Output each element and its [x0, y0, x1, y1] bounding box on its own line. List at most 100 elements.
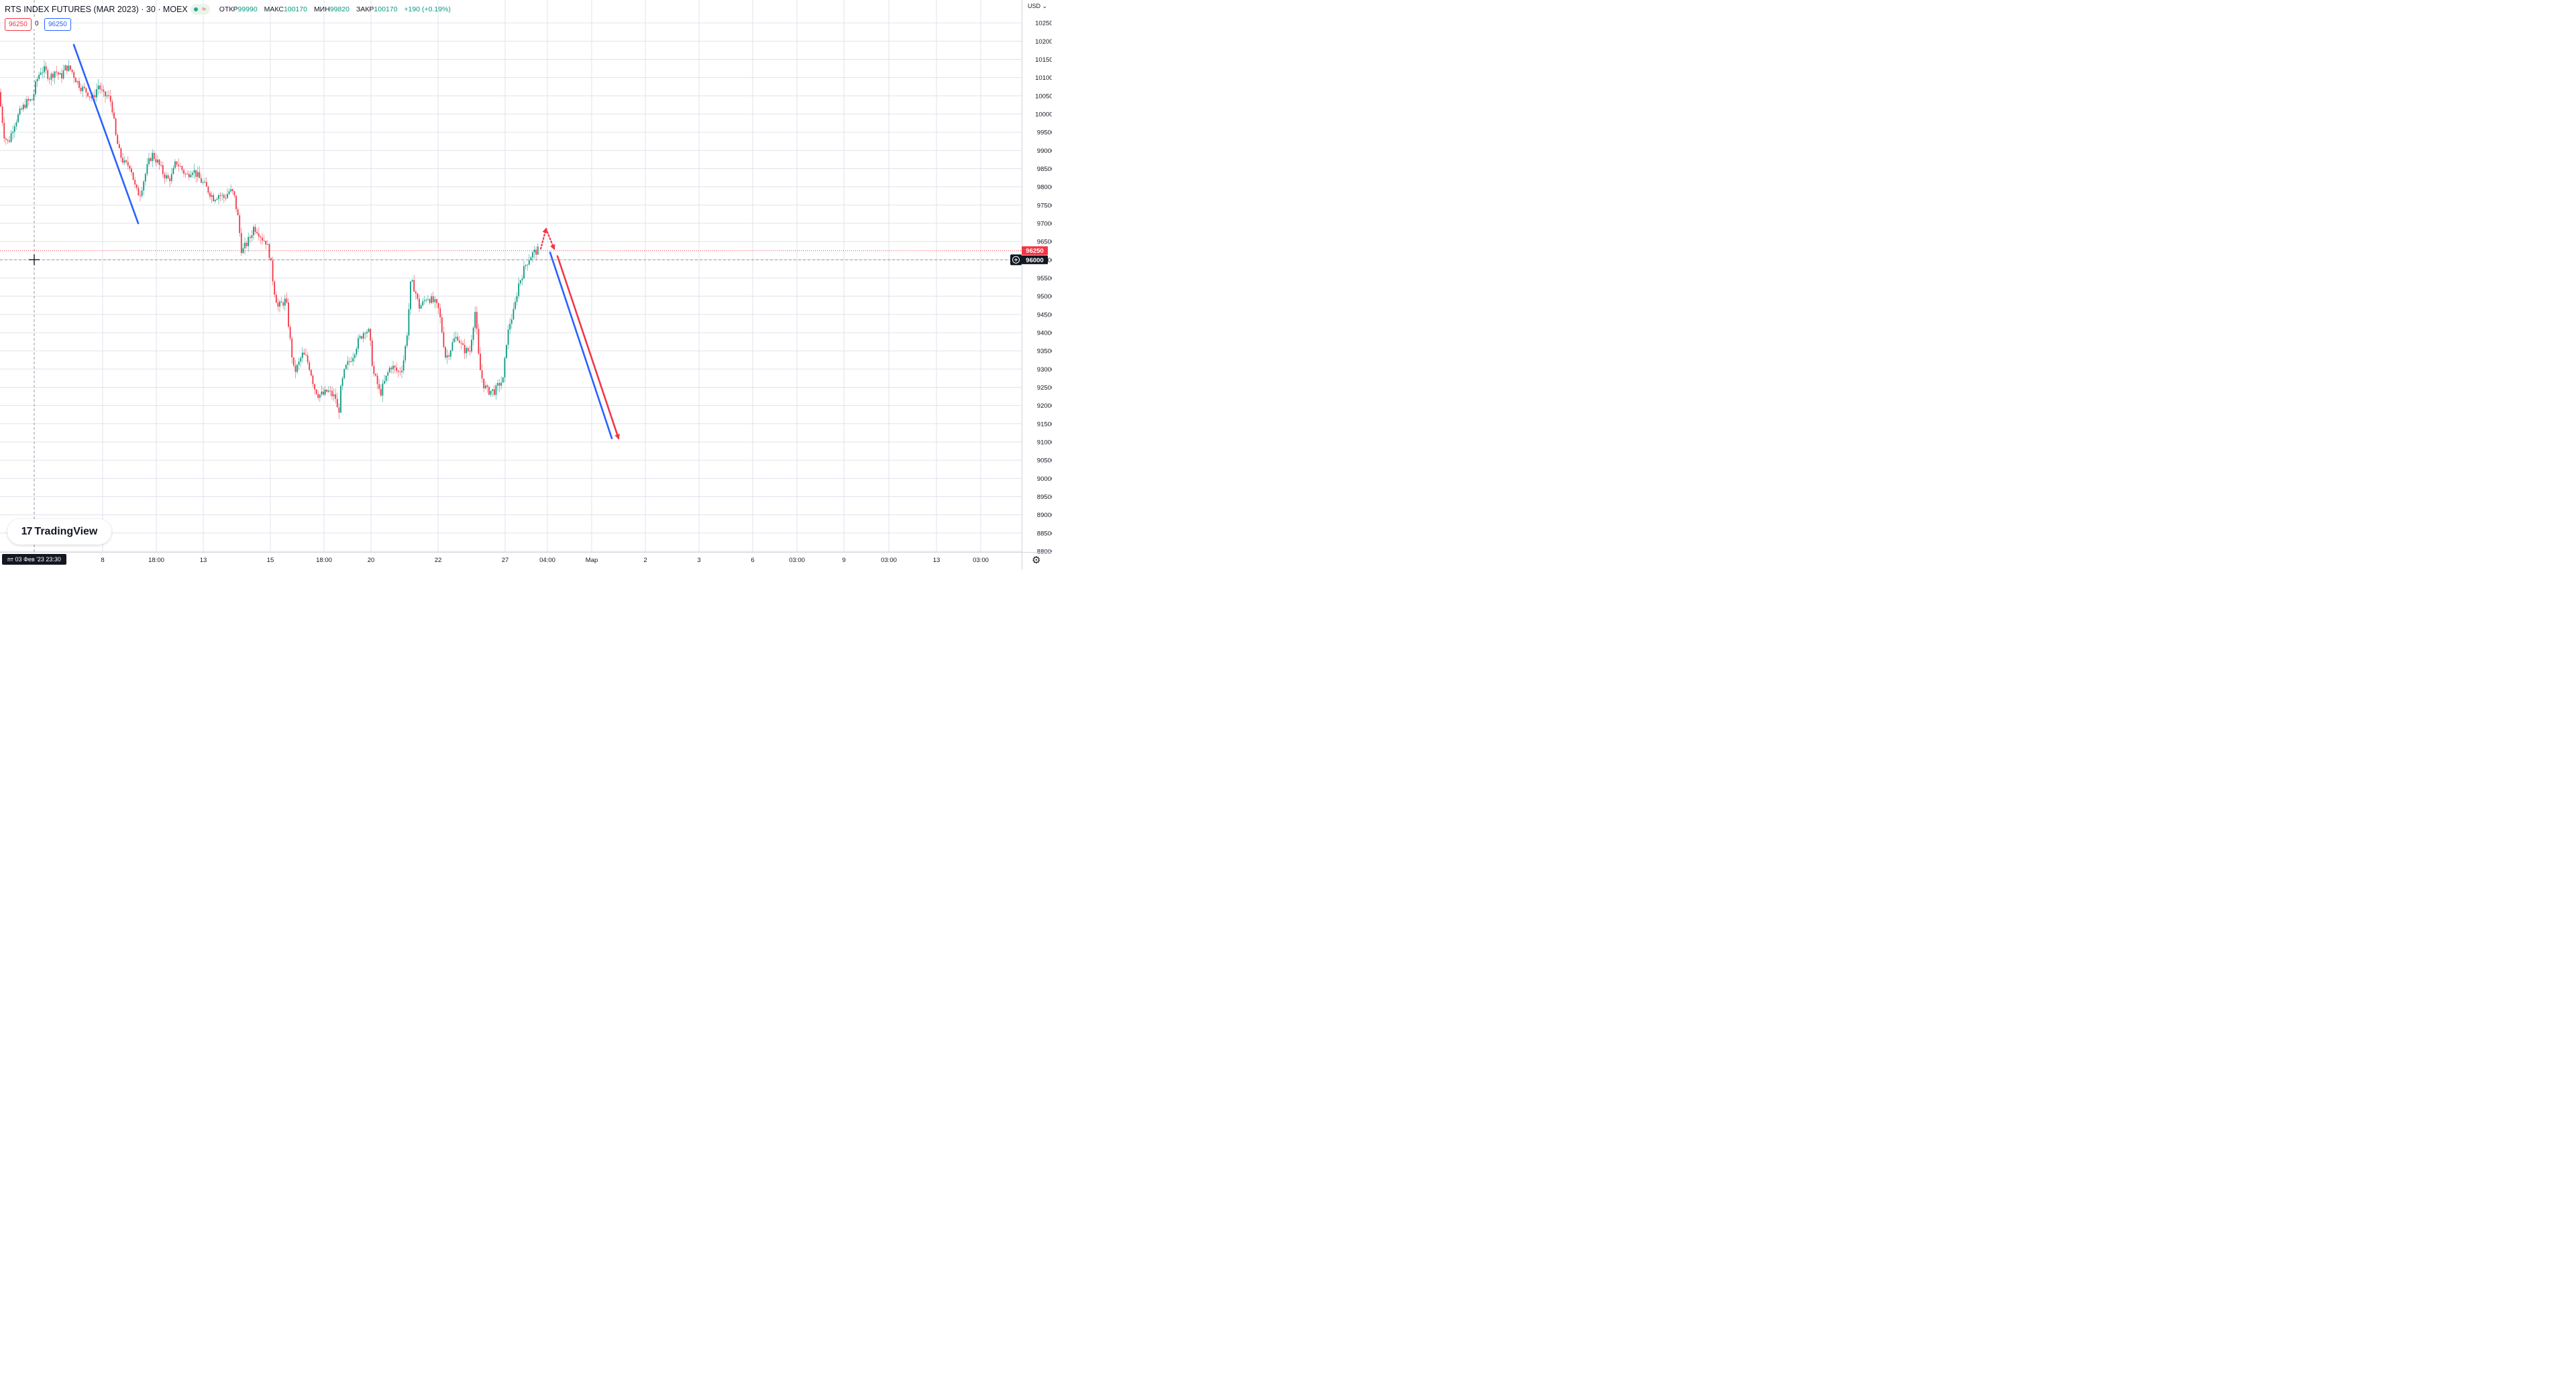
price-tick-label: 92000: [1037, 402, 1052, 410]
plus-circle-icon: [1012, 256, 1020, 264]
price-tick-label: 95500: [1037, 275, 1052, 282]
candle-body: [289, 327, 291, 339]
candle-body: [518, 283, 520, 296]
candle-body: [326, 390, 328, 392]
candle-body: [248, 237, 250, 246]
candle-body: [82, 87, 84, 91]
candle-body: [500, 382, 502, 386]
time-tick-label: 15: [267, 557, 274, 564]
time-tick-label: 03:00: [881, 557, 897, 564]
candle-body: [537, 246, 539, 255]
dotted-arrow-red: [539, 227, 548, 250]
time-axis[interactable]: 8 18:00 13 15 18:00 20 22 27 04:00 Мар 2 3 6 03:00 9 03…: [0, 552, 1052, 565]
time-tick-label: 22: [435, 557, 442, 564]
status-pill[interactable]: ≈: [190, 4, 210, 15]
time-tick-label: 04:00: [539, 557, 555, 564]
candle-body: [109, 95, 111, 102]
candle-body: [52, 73, 54, 78]
candle-body: [329, 390, 331, 392]
candle-body: [239, 215, 241, 233]
candle-body: [301, 352, 303, 358]
candle-body: [410, 281, 411, 310]
buy-button[interactable]: 96250: [44, 18, 71, 31]
candle-body: [176, 161, 178, 165]
candle-body: [242, 248, 244, 254]
candle-body: [190, 174, 192, 178]
candle-body: [392, 366, 394, 370]
candle-body: [457, 337, 459, 341]
candle-body: [340, 386, 341, 413]
candle-body: [12, 131, 14, 133]
candle-body: [443, 332, 445, 347]
tradingview-logo[interactable]: 17 TradingView: [7, 519, 111, 545]
candle-body: [96, 89, 97, 98]
candle-body: [274, 281, 276, 295]
crosshair-cursor-icon: [29, 254, 40, 266]
candle-body: [97, 85, 99, 90]
candle-body: [240, 233, 242, 254]
candle-body: [380, 389, 382, 396]
drawing-annotations[interactable]: [72, 44, 620, 440]
candle-body: [286, 298, 288, 302]
candle-body: [50, 73, 52, 80]
candle-body: [230, 189, 232, 192]
candle-body: [111, 101, 113, 113]
candle-body: [513, 309, 515, 320]
candle-body: [376, 376, 378, 384]
candle-body: [216, 199, 218, 200]
candle-body: [294, 365, 297, 372]
candle-body: [483, 378, 485, 389]
price-tick-label: 94000: [1037, 329, 1052, 337]
price-tick-label: 99000: [1037, 148, 1052, 155]
candle-body: [44, 66, 45, 72]
price-chart[interactable]: 8800088500890008950090000905009100091500…: [0, 0, 1052, 569]
candle-body: [209, 192, 211, 197]
candle-body: [201, 178, 202, 183]
open-value: 99990: [237, 5, 258, 13]
sell-button[interactable]: 96250: [5, 18, 32, 31]
candle-body: [251, 235, 253, 238]
currency-selector[interactable]: USD ⌄: [1028, 3, 1048, 9]
candle-body: [345, 364, 347, 370]
candle-body: [179, 166, 181, 167]
plus-icon: [1014, 258, 1018, 262]
candle-body: [54, 71, 56, 78]
candle-body: [22, 105, 24, 110]
candle-body: [76, 80, 78, 82]
tradingview-mark-icon: 17: [21, 526, 33, 537]
candle-body: [213, 194, 215, 202]
price-tick-label: 90000: [1037, 476, 1052, 483]
candle-body: [358, 338, 359, 349]
candle-body: [148, 158, 150, 164]
candle-body: [359, 336, 361, 339]
candle-body: [530, 257, 532, 261]
candle-body: [174, 161, 176, 168]
candle-body: [427, 299, 429, 300]
candle-body: [140, 195, 141, 197]
price-axis[interactable]: 88000 88500 89000 89500 90000 90500 91000 91500…: [1010, 0, 1052, 569]
candle-body: [291, 338, 293, 357]
candle-body: [155, 159, 157, 163]
candle-body: [214, 199, 216, 202]
candle-body: [5, 138, 7, 140]
candle-body: [211, 194, 213, 197]
price-tick-label: 90500: [1037, 457, 1052, 465]
candle-body: [509, 323, 511, 330]
candle-body: [136, 184, 138, 188]
candle-body: [170, 174, 172, 181]
candle-body: [388, 368, 390, 373]
candle-body: [265, 240, 267, 245]
candle-body: [533, 249, 535, 253]
symbol-title[interactable]: RTS INDEX FUTURES (MAR 2023) · 30 · MOEX: [5, 5, 188, 14]
gear-icon[interactable]: ⚙: [1032, 555, 1041, 566]
candle-body: [85, 88, 87, 93]
candle-body: [268, 244, 270, 258]
candle-body: [117, 135, 119, 144]
trend-line-blue: [549, 252, 613, 439]
candle-body: [188, 174, 190, 178]
candle-body: [429, 299, 431, 303]
candle-body: [118, 144, 120, 149]
price-tick-label: 94500: [1037, 311, 1052, 319]
candle-body: [288, 302, 289, 327]
candle-body: [298, 361, 300, 366]
